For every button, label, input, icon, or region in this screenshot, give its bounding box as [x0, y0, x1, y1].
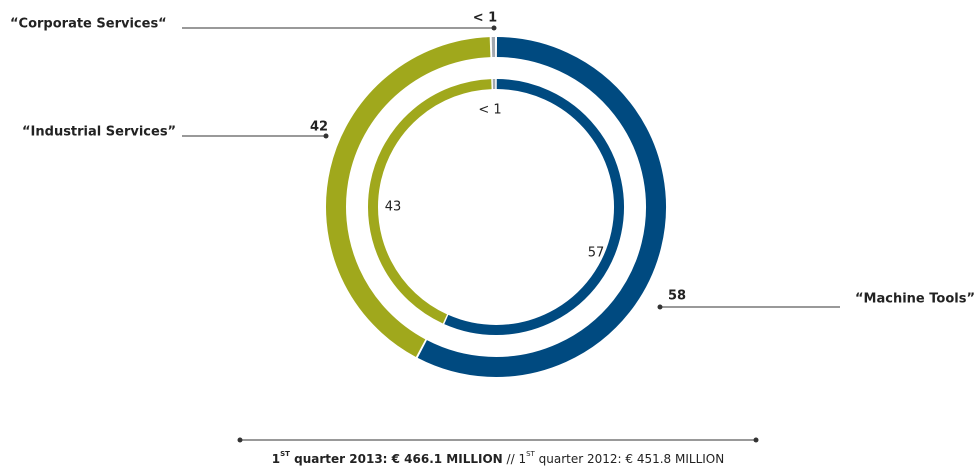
ordinal: 1	[272, 452, 280, 466]
ring-segment	[326, 37, 491, 357]
ring-segment	[417, 37, 666, 377]
previous: quarter 2012: € 451.8 MILLION	[535, 452, 724, 466]
ring-segment	[368, 79, 492, 324]
ordinal: 1	[518, 452, 526, 466]
value-label: < 1	[473, 11, 497, 26]
ring-segment	[444, 79, 624, 335]
value-label: 42	[310, 120, 328, 135]
current: quarter 2013: € 466.1 MILLION	[290, 452, 503, 466]
category-label: “Machine Tools”	[855, 292, 975, 307]
separator: //	[503, 452, 519, 466]
dot	[657, 304, 663, 310]
category-label: “Corporate Services“	[10, 17, 167, 32]
sup: ST	[526, 450, 535, 458]
value-label: 57	[588, 246, 605, 261]
dot	[323, 133, 329, 139]
sup: ST	[280, 450, 290, 458]
caption-text: 1ST quarter 2013: € 466.1 MILLION // 1ST…	[272, 450, 724, 466]
dot	[491, 25, 497, 31]
category-label: “Industrial Services”	[22, 125, 176, 140]
caption: 1ST quarter 2013: € 466.1 MILLION // 1ST…	[237, 437, 759, 466]
value-label: < 1	[478, 103, 501, 118]
dot	[237, 437, 243, 443]
value-label: 58	[668, 289, 686, 304]
dot	[753, 437, 759, 443]
value-label: 43	[385, 200, 402, 215]
